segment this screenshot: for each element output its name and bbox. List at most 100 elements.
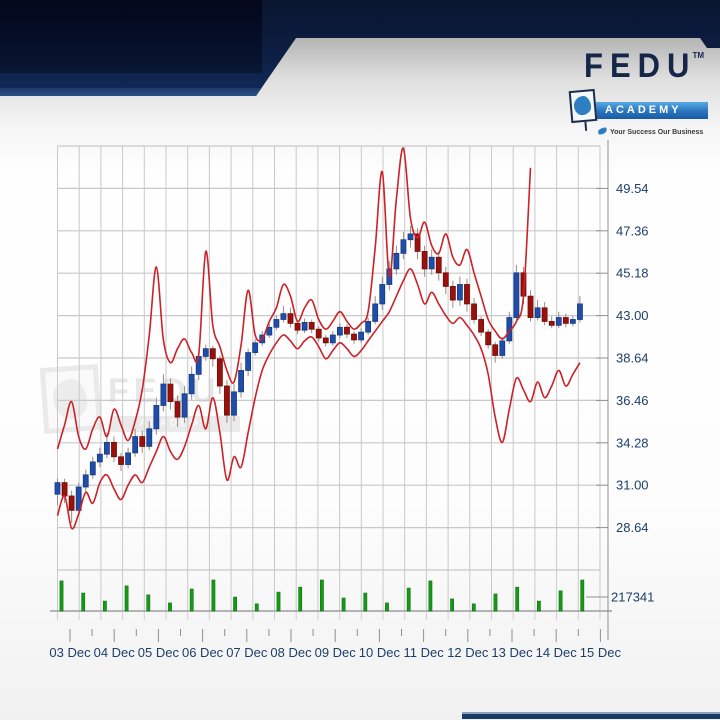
- candle-up: [365, 321, 372, 333]
- candle-down: [174, 401, 181, 418]
- candle-up: [238, 370, 244, 393]
- candle-up: [301, 322, 308, 331]
- header-right-notch: [700, 38, 720, 48]
- candle-up: [280, 313, 287, 320]
- candle-up: [577, 303, 583, 320]
- price-tick-label: 36.46: [616, 393, 649, 408]
- candle-up: [457, 284, 463, 301]
- logo-tm-mark: TM: [692, 51, 704, 60]
- logo-brand-row: FEDUTM: [584, 45, 704, 86]
- fedu-academy-logo: FEDUTM ACADEMY Your Success Our Business: [564, 46, 714, 156]
- candle-down: [209, 348, 216, 360]
- logo-tagline: Your Success Our Business: [597, 127, 703, 136]
- candle-down: [485, 331, 492, 346]
- candle-up: [428, 256, 435, 270]
- candle-down: [414, 233, 421, 252]
- volume-bar: [189, 588, 194, 612]
- price-tick-label: 28.64: [616, 520, 649, 535]
- candle-up: [153, 405, 160, 430]
- candle-up: [400, 239, 407, 254]
- candle-up: [96, 453, 103, 463]
- date-tick-label: 12 Dec: [447, 645, 489, 660]
- candle-down: [61, 482, 68, 497]
- date-tick-label: 10 Dec: [359, 645, 401, 660]
- volume-bar: [81, 592, 86, 612]
- date-tick-label: 13 Dec: [491, 645, 533, 660]
- candle-up: [393, 252, 400, 270]
- date-tick-label: 04 Dec: [94, 645, 136, 660]
- volume-bars: [59, 579, 585, 612]
- price-tick-label: 45.18: [616, 266, 649, 281]
- candle-down: [344, 326, 350, 335]
- candle-up: [231, 391, 237, 416]
- logo-brand-text: FEDU: [584, 45, 697, 86]
- candle-up: [569, 319, 576, 324]
- candle-down: [562, 317, 569, 324]
- candle-down: [315, 328, 322, 339]
- candle-up: [195, 356, 202, 375]
- price-tick-label: 38.64: [616, 351, 649, 366]
- candle-down: [478, 319, 485, 333]
- volume-bar: [493, 593, 498, 612]
- candle-down: [118, 456, 124, 465]
- candle-down: [548, 321, 555, 326]
- candle-up: [534, 307, 541, 318]
- price-tick-label: 31.00: [616, 478, 649, 493]
- candle-down: [322, 337, 329, 344]
- volume-bar: [319, 579, 324, 612]
- candle-down: [435, 256, 442, 274]
- volume-bar: [341, 597, 346, 612]
- candle-down: [216, 358, 223, 387]
- candle-up: [132, 436, 139, 454]
- logo-swoosh-icon: [597, 127, 608, 135]
- logo-academy-banner: ACADEMY: [596, 102, 708, 119]
- volume-bar: [103, 600, 107, 612]
- price-axis: [586, 140, 609, 640]
- candle-down: [287, 313, 294, 324]
- candle-down: [139, 436, 146, 447]
- volume-bar: [558, 590, 563, 612]
- candle-down: [421, 251, 428, 270]
- candle-down: [449, 286, 456, 301]
- candles: [54, 226, 583, 523]
- volume-bar: [536, 600, 541, 612]
- candle-up: [75, 486, 82, 511]
- candle-up: [407, 233, 414, 241]
- candle-down: [492, 344, 499, 356]
- date-axis-ticks: [69, 629, 601, 642]
- candle-up: [513, 272, 520, 318]
- date-tick-label: 15 Dec: [580, 645, 622, 660]
- volume-bar: [471, 603, 476, 612]
- candle-up: [89, 461, 96, 476]
- volume-bar: [515, 586, 520, 612]
- candle-up: [104, 442, 110, 455]
- price-tick-label: 34.28: [616, 435, 649, 450]
- volume-bar: [406, 587, 411, 612]
- candle-up: [245, 352, 252, 371]
- candle-up: [555, 317, 562, 326]
- volume-bar: [124, 585, 129, 612]
- candle-up: [336, 326, 343, 336]
- price-tick-label: 43.00: [616, 308, 649, 323]
- volume-bar: [233, 596, 238, 612]
- footer-band: [462, 712, 720, 719]
- candle-up: [188, 373, 195, 395]
- candle-up: [146, 428, 153, 447]
- date-tick-label: 05 Dec: [138, 645, 180, 660]
- date-tick-label: 03 Dec: [49, 645, 91, 660]
- candle-up: [358, 331, 364, 341]
- candle-down: [527, 295, 534, 318]
- header-inner-panel: [0, 0, 262, 73]
- candle-down: [68, 495, 75, 511]
- candle-up: [82, 474, 89, 488]
- date-tick-label: 06 Dec: [182, 645, 224, 660]
- date-tick-label: 14 Dec: [536, 645, 578, 660]
- band-upper-line: [56, 147, 532, 450]
- candle-up: [252, 342, 259, 353]
- volume-bar: [385, 602, 389, 612]
- indicator-band-lines: [56, 147, 581, 530]
- volume-bar: [428, 580, 433, 612]
- volume-bar: [254, 603, 259, 612]
- logo-world-map-icon: [573, 95, 592, 116]
- price-tick-label: 49.54: [616, 181, 649, 196]
